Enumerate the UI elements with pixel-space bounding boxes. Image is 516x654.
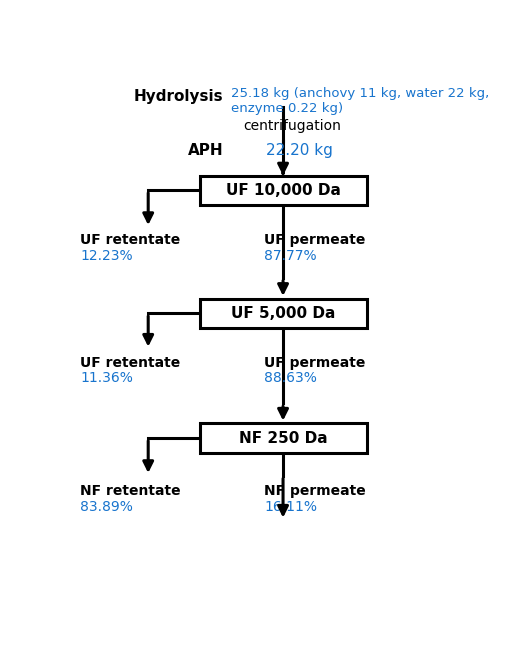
Text: NF 250 Da: NF 250 Da — [239, 430, 328, 445]
Text: 87.77%: 87.77% — [265, 249, 317, 262]
Text: Hydrolysis: Hydrolysis — [134, 90, 223, 105]
Text: centrifugation: centrifugation — [243, 119, 341, 133]
Bar — [200, 175, 367, 205]
Text: 16.11%: 16.11% — [265, 500, 317, 513]
Text: 11.36%: 11.36% — [80, 371, 133, 385]
Bar — [200, 423, 367, 453]
Text: APH: APH — [188, 143, 223, 158]
Text: 83.89%: 83.89% — [80, 500, 133, 513]
Text: UF permeate: UF permeate — [265, 233, 366, 247]
Text: UF retentate: UF retentate — [80, 356, 180, 370]
Text: 25.18 kg (anchovy 11 kg, water 22 kg,
enzyme 0.22 kg): 25.18 kg (anchovy 11 kg, water 22 kg, en… — [231, 87, 489, 115]
Text: UF 5,000 Da: UF 5,000 Da — [231, 306, 335, 321]
Text: UF permeate: UF permeate — [265, 356, 366, 370]
Text: UF 10,000 Da: UF 10,000 Da — [226, 182, 341, 198]
Text: UF retentate: UF retentate — [80, 233, 180, 247]
Bar — [200, 299, 367, 328]
Text: 12.23%: 12.23% — [80, 249, 133, 262]
Text: NF retentate: NF retentate — [80, 484, 181, 498]
Text: 88.63%: 88.63% — [265, 371, 317, 385]
Text: NF permeate: NF permeate — [265, 484, 366, 498]
Text: 22.20 kg: 22.20 kg — [266, 143, 333, 158]
